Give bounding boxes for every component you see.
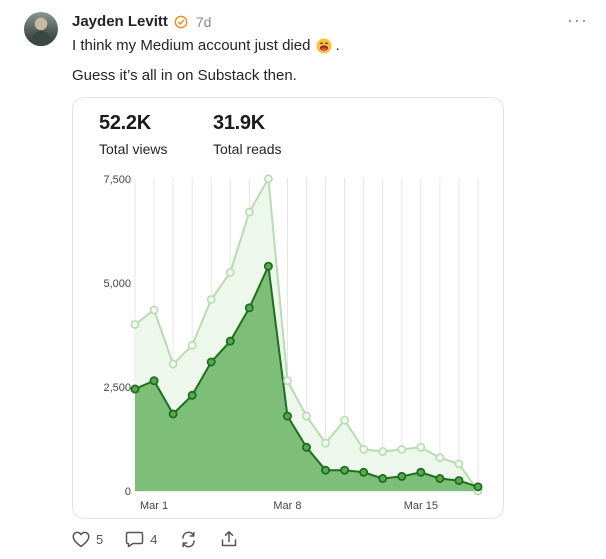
- views-point: [187, 340, 197, 350]
- views-point: [168, 359, 178, 369]
- y-tick-label: 2,500: [103, 382, 131, 394]
- views-point: [283, 376, 292, 386]
- x-tick-label: Mar 8: [273, 500, 301, 512]
- views-point: [340, 415, 350, 425]
- reads-point: [282, 411, 292, 421]
- total-views-value: 52.2K: [99, 112, 151, 134]
- reads-point: [321, 465, 331, 475]
- views-point: [130, 320, 140, 329]
- reads-point: [416, 467, 426, 477]
- reads-point: [397, 471, 407, 481]
- stats-chart: 7,500 5,000 2,500 0 Mar 1 Mar 8 Mar 15: [103, 174, 483, 512]
- reads-point: [435, 474, 445, 484]
- views-point: [454, 459, 464, 469]
- reads-point: [378, 474, 388, 484]
- post-text-line-1: I think my Medium account just died .: [72, 37, 340, 54]
- post-actions: 5 4: [72, 530, 260, 548]
- post-text-line-2: Guess it’s all in on Substack then.: [72, 67, 297, 84]
- heart-icon[interactable]: [72, 531, 90, 548]
- like-action[interactable]: 5: [72, 531, 103, 548]
- restack-action[interactable]: [179, 531, 198, 548]
- reads-point: [359, 467, 369, 477]
- share-action[interactable]: [220, 530, 238, 548]
- views-point: [397, 444, 407, 454]
- reads-point: [130, 384, 140, 394]
- x-tick-label: Mar 1: [140, 500, 168, 512]
- reads-point: [301, 442, 311, 452]
- views-point: [416, 442, 426, 452]
- total-reads-value: 31.9K: [213, 112, 265, 134]
- reads-point: [244, 303, 254, 313]
- vomiting-face-emoji-icon: [316, 38, 332, 53]
- total-views-label: Total views: [99, 141, 168, 157]
- views-point: [378, 447, 388, 456]
- views-point: [302, 411, 311, 421]
- comment-action[interactable]: 4: [125, 531, 157, 548]
- author-line: Jayden Levitt 7d: [72, 13, 211, 30]
- views-point: [359, 444, 369, 454]
- reads-area: [135, 266, 478, 491]
- share-icon[interactable]: [220, 530, 238, 548]
- stats-card[interactable]: 52.2K Total views 31.9K Total reads 7,50…: [72, 97, 504, 519]
- stat-total-views: 52.2K Total views: [99, 112, 167, 157]
- reads-point: [206, 357, 216, 367]
- views-point: [435, 453, 445, 463]
- post-text: I think my Medium account just died: [72, 37, 311, 54]
- reads-point: [225, 336, 235, 346]
- reads-point: [168, 409, 178, 419]
- views-point: [206, 295, 216, 304]
- avatar[interactable]: [24, 12, 58, 46]
- views-point: [149, 305, 159, 315]
- reads-point: [149, 376, 159, 386]
- reads-point: [187, 390, 197, 400]
- post-timestamp[interactable]: 7d: [195, 13, 212, 30]
- y-tick-label: 7,500: [103, 174, 131, 186]
- like-count: 5: [96, 531, 104, 547]
- total-reads-label: Total reads: [213, 141, 282, 157]
- y-tick-label: 0: [125, 486, 131, 498]
- more-options-icon[interactable]: ···: [567, 10, 588, 30]
- comment-bubble-icon[interactable]: [125, 531, 144, 548]
- reads-point: [340, 465, 350, 475]
- reads-point: [454, 476, 464, 486]
- views-point: [244, 207, 254, 217]
- views-point: [321, 438, 330, 448]
- author-name[interactable]: Jayden Levitt: [72, 13, 168, 30]
- reads-point: [263, 261, 273, 271]
- comment-count: 4: [150, 531, 158, 547]
- restack-icon[interactable]: [179, 531, 198, 548]
- reads-point: [473, 482, 483, 492]
- y-tick-label: 5,000: [103, 278, 131, 290]
- views-point: [225, 268, 235, 277]
- verified-badge-icon: [174, 15, 188, 28]
- x-tick-label: Mar 15: [404, 500, 438, 512]
- views-point: [263, 174, 273, 184]
- post-text-suffix: .: [335, 37, 340, 54]
- stat-total-reads: 31.9K Total reads: [213, 112, 281, 157]
